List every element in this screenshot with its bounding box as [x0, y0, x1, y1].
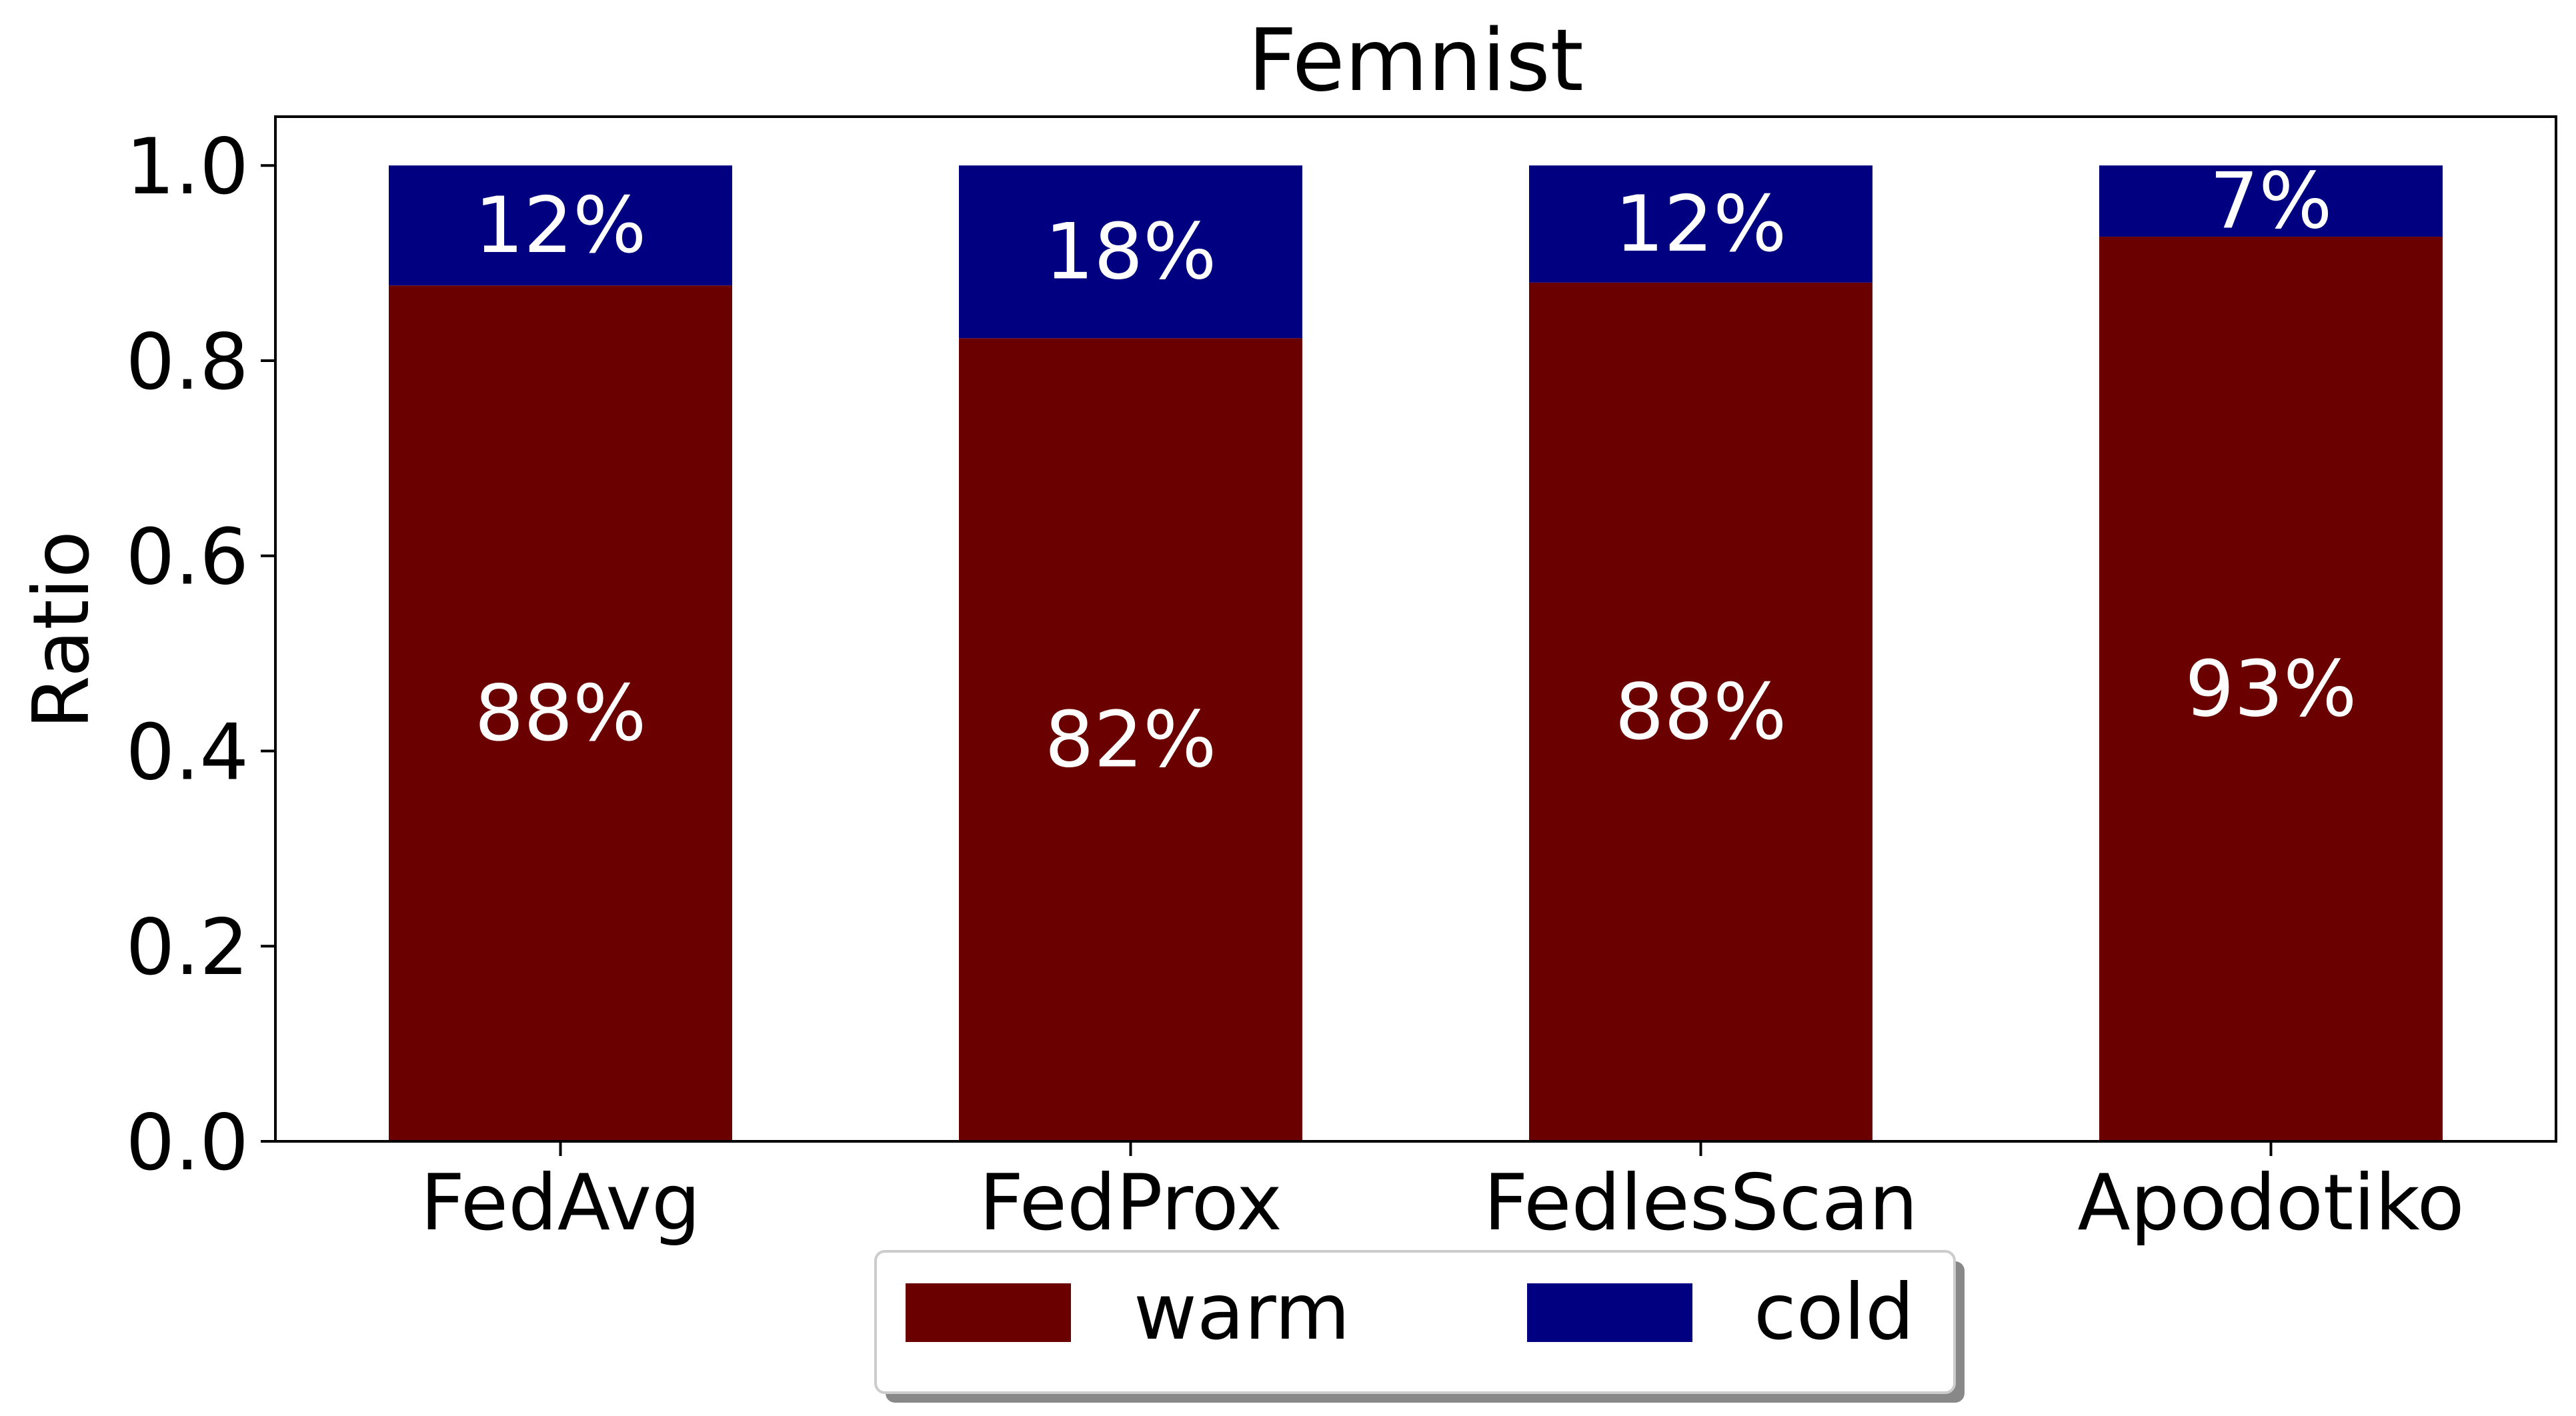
legend-label-cold: cold: [1754, 1267, 1914, 1357]
y-tick-label: 1.0: [126, 122, 249, 212]
legend-label-warm: warm: [1134, 1267, 1350, 1357]
bar-label-warm-FedAvg: 88%: [475, 669, 647, 759]
chart-title: Femnist: [1248, 11, 1584, 111]
bar-label-warm-FedProx: 82%: [1045, 695, 1217, 785]
bar-warm-Apodotiko: [2099, 237, 2443, 1141]
bar-cold-FedProx: [959, 165, 1302, 339]
bar-warm-FedProx: [959, 338, 1302, 1141]
y-tick-label: 0.8: [126, 317, 249, 407]
y-axis: 0.0 0.2 0.4 0.6 0.8 1.0: [126, 122, 275, 1188]
legend-swatch-warm: [906, 1283, 1071, 1342]
legend: warm cold: [874, 1250, 1965, 1403]
bar-label-cold-Apodotiko: 7%: [2209, 157, 2332, 247]
bar-cold-Apodotiko: [2099, 165, 2443, 237]
bar-label-warm-FedlesScan: 88%: [1615, 667, 1787, 757]
bar-warm-FedAvg: [389, 285, 732, 1142]
legend-swatch-cold: [1527, 1283, 1692, 1342]
bar-label-cold-FedlesScan: 12%: [1615, 179, 1787, 269]
y-tick-label: 0.0: [126, 1098, 249, 1188]
plot-frame: [274, 115, 2557, 1143]
bar-cold-FedlesScan: [1529, 165, 1872, 283]
y-tick-label: 0.6: [126, 513, 249, 603]
x-tick-label-Apodotiko: Apodotiko: [2077, 1158, 2464, 1248]
bar-label-warm-Apodotiko: 93%: [2185, 645, 2357, 735]
bar-warm-FedlesScan: [1529, 282, 1872, 1141]
y-tick-label: 0.4: [126, 707, 249, 797]
y-axis-label: Ratio: [17, 531, 107, 729]
x-tick-label-FedlesScan: FedlesScan: [1484, 1158, 1918, 1248]
bar-cold-FedAvg: [389, 165, 732, 286]
x-tick-label-FedProx: FedProx: [979, 1158, 1282, 1248]
y-tick-label: 0.2: [126, 903, 249, 993]
bar-labels-group: 88% 12% 82% 18% 88% 12% 93% 7%: [475, 157, 2357, 785]
bars-group: [389, 165, 2443, 1142]
bar-label-cold-FedProx: 18%: [1045, 207, 1217, 297]
bar-label-cold-FedAvg: 12%: [475, 181, 647, 271]
x-axis: FedAvg FedProx FedlesScan Apodotiko: [420, 1141, 2465, 1248]
x-tick-label-FedAvg: FedAvg: [420, 1158, 700, 1248]
